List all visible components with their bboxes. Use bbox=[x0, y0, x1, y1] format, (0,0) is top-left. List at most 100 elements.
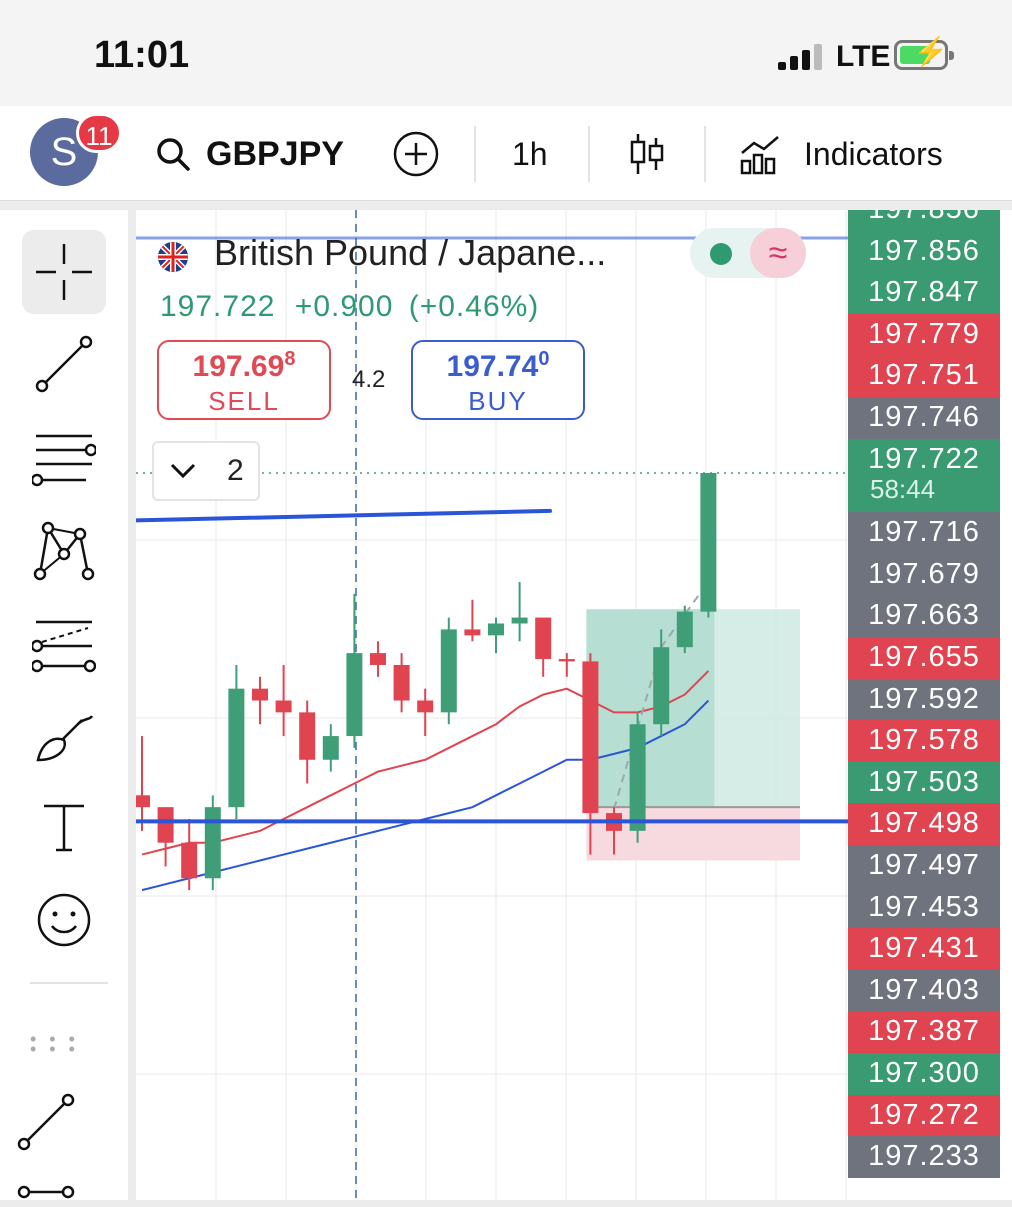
candle-body bbox=[629, 724, 646, 831]
sell-price-pipette: 8 bbox=[284, 348, 296, 370]
price-axis-label: 197.503 bbox=[848, 761, 1000, 804]
price-axis-label: 197.716 bbox=[848, 512, 1000, 554]
candle-body bbox=[252, 688, 268, 701]
divider bbox=[474, 126, 476, 182]
indicator-count: 2 bbox=[226, 454, 244, 487]
trendline-icon bbox=[35, 335, 93, 393]
candle-body bbox=[275, 700, 292, 713]
candle-body bbox=[393, 664, 410, 701]
sell-price: 197.69 bbox=[192, 350, 285, 383]
candle-body bbox=[322, 736, 339, 760]
ema-red-line bbox=[141, 670, 710, 856]
search-icon bbox=[157, 138, 190, 171]
price-axis-label: 197.655 bbox=[848, 637, 1000, 679]
price-axis[interactable]: 197.856197.856197.847197.779197.751197.7… bbox=[848, 210, 1012, 1200]
candle-body bbox=[558, 659, 575, 662]
divider bbox=[704, 126, 706, 182]
price-axis-label: 197.856 bbox=[848, 230, 1000, 273]
buy-price-pipette: 0 bbox=[538, 348, 550, 370]
candle-body bbox=[700, 473, 717, 612]
price-axis-label: 197.856 bbox=[848, 210, 1000, 231]
candle-body bbox=[676, 611, 693, 648]
chart-type-button[interactable] bbox=[628, 126, 666, 182]
price-axis-label: 197.746 bbox=[848, 397, 1000, 439]
price-axis-label: 197.272 bbox=[848, 1094, 1000, 1137]
candle-body bbox=[440, 629, 457, 713]
price-axis-label: 197.663 bbox=[848, 595, 1000, 637]
indicators-button[interactable]: Indicators bbox=[738, 126, 943, 182]
candle-body bbox=[653, 647, 670, 725]
sell-button[interactable]: 197.698 SELL bbox=[157, 340, 331, 420]
candle-body bbox=[181, 842, 198, 879]
signal-icon bbox=[778, 44, 826, 70]
candle-body bbox=[464, 629, 481, 636]
price-chart[interactable] bbox=[136, 210, 848, 1200]
trendline-icon bbox=[17, 1093, 75, 1151]
price-axis-label: 197.679 bbox=[848, 553, 1000, 596]
price-axis-label: 197.592 bbox=[848, 678, 1000, 721]
symbol-title[interactable]: British Pound / Japane... bbox=[214, 232, 607, 273]
market-open-indicator bbox=[710, 243, 732, 265]
buy-price: 197.74 bbox=[446, 350, 539, 383]
horizontal-ray-icon bbox=[17, 1185, 75, 1199]
indicators-icon bbox=[740, 136, 779, 175]
notification-badge: 11 bbox=[76, 113, 122, 153]
market-status-pill[interactable]: ≈ bbox=[690, 228, 806, 278]
delayed-data-icon: ≈ bbox=[750, 228, 806, 278]
candle-body bbox=[370, 653, 386, 665]
price-axis-label: 197.233 bbox=[848, 1136, 1000, 1178]
forecast-tool[interactable] bbox=[22, 602, 106, 686]
candle-body bbox=[582, 661, 599, 814]
projection-icon bbox=[32, 620, 96, 673]
battery-icon: ⚡ bbox=[894, 38, 954, 70]
crosshair-tool[interactable] bbox=[22, 230, 106, 314]
favorite-horizontal-line-tool[interactable] bbox=[16, 1182, 76, 1207]
brush-tool[interactable] bbox=[22, 694, 106, 778]
buy-label: BUY bbox=[468, 386, 528, 416]
bar-countdown: 58:44 bbox=[870, 474, 936, 505]
price-axis-label: 197.403 bbox=[848, 969, 1000, 1012]
text-tool[interactable] bbox=[22, 786, 106, 870]
symbol-search-button[interactable]: GBPJPY bbox=[154, 126, 344, 182]
clock: 11:01 bbox=[94, 34, 190, 76]
price-quote: 197.722 +0.900 (+0.46%) bbox=[160, 290, 539, 324]
price-axis-label: 197.751 bbox=[848, 355, 1000, 397]
text-icon bbox=[44, 804, 84, 852]
symbol-name: GBPJPY bbox=[206, 134, 344, 173]
price-change-percent: (+0.46%) bbox=[408, 290, 540, 323]
long-position-stop-zone bbox=[586, 807, 800, 861]
pattern-tool[interactable] bbox=[22, 508, 106, 592]
fib-tool[interactable] bbox=[22, 416, 106, 500]
divider bbox=[588, 126, 590, 182]
candle-body bbox=[511, 617, 528, 624]
plus-circle-icon bbox=[393, 131, 439, 177]
top-toolbar bbox=[0, 106, 1012, 201]
price-axis-label: 197.779 bbox=[848, 313, 1000, 356]
favorite-trendline-tool[interactable] bbox=[16, 1092, 76, 1157]
spread-value: 4.2 bbox=[352, 366, 386, 393]
chevron-down-icon bbox=[171, 463, 196, 479]
buy-button[interactable]: 197.740 BUY bbox=[411, 340, 585, 420]
drag-handle-icon[interactable]: • • • • • • bbox=[30, 1029, 79, 1059]
candle-body bbox=[488, 623, 504, 636]
price-axis-label: 197.722 bbox=[848, 438, 1000, 513]
divider bbox=[30, 982, 108, 984]
last-price: 197.722 bbox=[160, 290, 276, 323]
network-type: LTE bbox=[836, 40, 891, 73]
price-change: +0.900 bbox=[294, 290, 394, 323]
candle-body bbox=[535, 617, 552, 660]
indicators-collapse-button[interactable]: 2 bbox=[152, 441, 260, 501]
interval-button[interactable]: 1h bbox=[512, 135, 548, 172]
price-axis-label: 197.578 bbox=[848, 720, 1000, 762]
compare-button[interactable] bbox=[392, 126, 440, 182]
crosshair-icon bbox=[36, 244, 92, 300]
trendline-tool[interactable] bbox=[22, 322, 106, 406]
candle-body bbox=[299, 712, 316, 760]
status-bar: 11:01 LTE ⚡ bbox=[0, 0, 1012, 106]
price-axis-label: 197.498 bbox=[848, 803, 1000, 845]
emoji-tool[interactable] bbox=[22, 878, 106, 962]
candle-body bbox=[136, 795, 150, 808]
price-axis-label: 197.300 bbox=[848, 1053, 1000, 1095]
price-axis-label: 197.431 bbox=[848, 928, 1000, 970]
candlestick-icon bbox=[630, 134, 664, 174]
